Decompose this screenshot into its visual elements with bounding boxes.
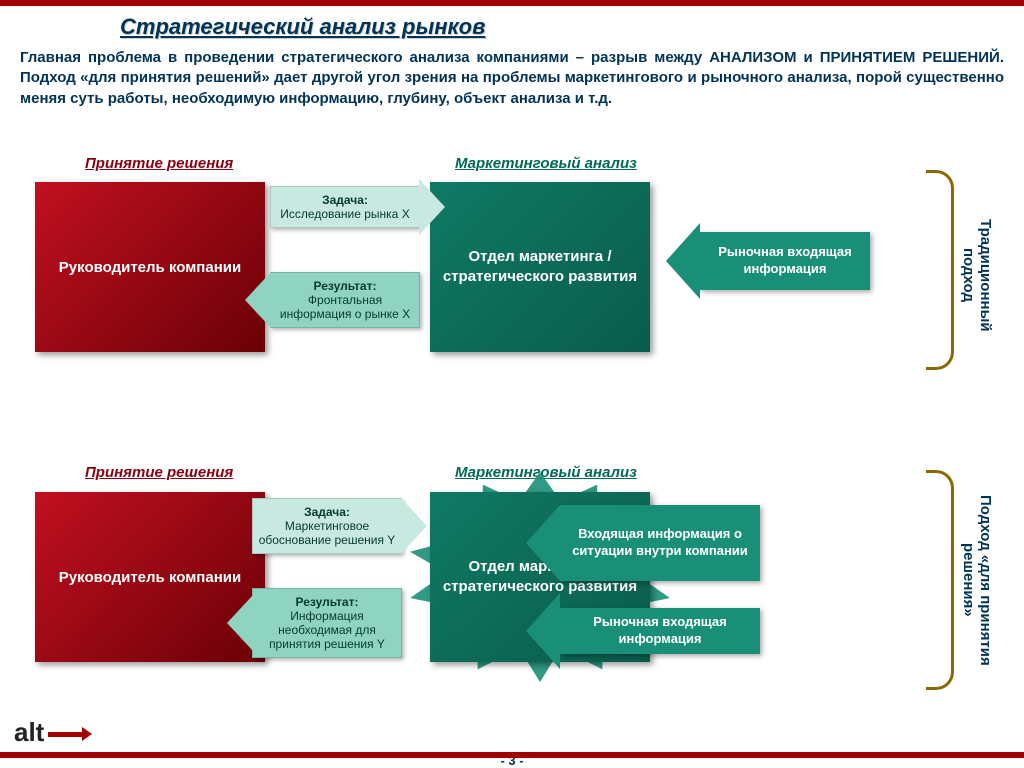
row1-decision-header: Принятие решения (85, 155, 233, 172)
row2-incoming-a-arrow: Входящая информация о ситуации внутри ко… (560, 505, 760, 581)
row2-result-arrow: Результат: Информация необходимая для пр… (252, 588, 402, 658)
row1-brace (926, 170, 954, 370)
row2-task-arrow: Задача: Маркетинговое обоснование решени… (252, 498, 402, 554)
row2-side-label: Подход «для принятия решения» (960, 480, 994, 680)
row2-incoming-b-arrow: Рыночная входящая информация (560, 608, 760, 654)
bottom-accent-bar (0, 752, 1024, 758)
row1-result-label: Результат: (314, 279, 377, 293)
row1-incoming-arrow: Рыночная входящая информация (700, 232, 870, 290)
logo: alt (14, 717, 92, 748)
row1-manager-box: Руководитель компании (35, 182, 265, 352)
logo-bar-icon (48, 732, 82, 737)
row2-result-label: Результат: (296, 595, 359, 609)
logo-text: alt (14, 717, 44, 747)
intro-paragraph: Главная проблема в проведении стратегиче… (20, 48, 1004, 109)
logo-arrow-icon (82, 727, 92, 741)
row2-task-text: Маркетинговое обоснование решения Y (259, 519, 396, 547)
row1-marketing-box: Отдел маркетинга / стратегического разви… (430, 182, 650, 352)
row1-analysis-header: Маркетинговый анализ (455, 155, 637, 172)
row2-brace (926, 470, 954, 690)
page-title: Стратегический анализ рынков (120, 14, 485, 40)
top-accent-bar (0, 0, 1024, 6)
row2-result-text: Информация необходимая для принятия реше… (269, 609, 385, 651)
row1-task-text: Исследование рынка X (280, 207, 409, 221)
row1-side-label: Традиционный подход (960, 190, 994, 360)
row1-result-text: Фронтальная информация о рынке X (280, 293, 410, 321)
row1-result-arrow: Результат: Фронтальная информация о рынк… (270, 272, 420, 328)
row1-task-arrow: Задача: Исследование рынка X (270, 186, 420, 228)
row2-task-label: Задача: (304, 505, 350, 519)
row2-analysis-header: Маркетинговый анализ (455, 464, 637, 481)
row2-decision-header: Принятие решения (85, 464, 233, 481)
row1-task-label: Задача: (322, 193, 368, 207)
